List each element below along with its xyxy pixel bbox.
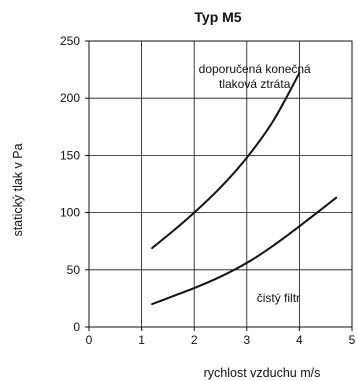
y-tick-label: 200: [60, 91, 80, 105]
x-tick-label: 1: [138, 333, 145, 347]
x-tick-label: 3: [243, 333, 250, 347]
grid: [89, 41, 352, 327]
series-line-1: [151, 72, 301, 250]
annotation-1-line-2: tlaková ztráta: [219, 77, 291, 91]
annotation-1-line-1: doporučená konečná: [199, 62, 311, 76]
annotation-2-line-1: čistý filtr: [257, 291, 300, 305]
y-tick-label: 0: [73, 320, 80, 334]
chart-title: Typ M5: [194, 9, 241, 25]
x-tick-label: 4: [296, 333, 303, 347]
x-axis-label: rychlost vzduchu m/s: [204, 366, 321, 380]
y-tick-label: 100: [60, 206, 80, 220]
x-tick-label: 2: [191, 333, 198, 347]
x-tick-label: 0: [86, 333, 93, 347]
y-axis-label: statický tlak v Pa: [11, 143, 25, 236]
x-tick-label: 5: [349, 333, 356, 347]
series-group: [151, 72, 338, 306]
plot-frame: [88, 40, 353, 328]
series-line-2: [151, 196, 338, 306]
y-tick-label: 50: [67, 263, 81, 277]
y-tick-label: 150: [60, 148, 80, 162]
y-tick-label: 250: [60, 34, 80, 48]
